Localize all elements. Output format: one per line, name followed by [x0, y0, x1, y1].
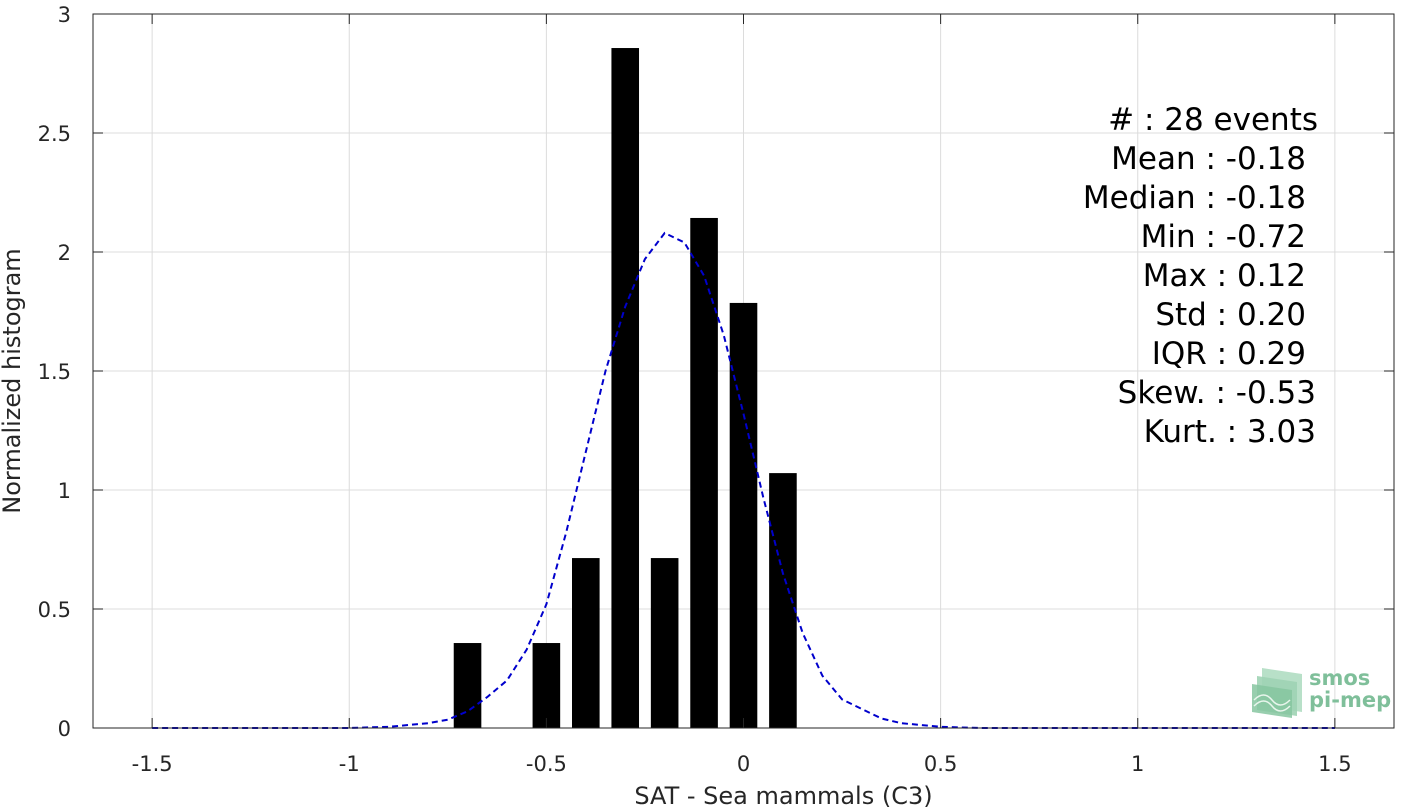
stat-kurt: Kurt. : 3.03: [1144, 414, 1316, 450]
bars-layer: [453, 48, 797, 729]
smos-pimep-logo: smos pi-mep: [1252, 666, 1391, 718]
y-tick-label: 3: [58, 3, 71, 27]
x-tick-label: -1: [339, 752, 360, 776]
histogram-bar: [611, 48, 640, 729]
histogram-bar: [453, 643, 482, 728]
stats-annotation: # : 28 events Mean : -0.18 Median : -0.1…: [1083, 102, 1318, 450]
y-tick-label: 1: [58, 479, 71, 503]
y-tick-label: 2: [58, 241, 71, 265]
stat-iqr: IQR : 0.29: [1152, 336, 1306, 372]
x-tick-label: -0.5: [526, 752, 567, 776]
ticks-layer: [93, 13, 1394, 729]
y-axis-label: Normalized histogram: [0, 248, 26, 513]
x-tick-label: -1.5: [132, 752, 173, 776]
x-axis-label: SAT - Sea mammals (C3): [634, 782, 932, 809]
y-tick-label: 2.5: [38, 122, 71, 146]
histogram-bar: [532, 643, 561, 728]
tick-labels-layer: -1.5 -1 -0.5 0 0.5 1 1.5 0 0.5 1 1.5 2 2.5 3: [38, 3, 1352, 776]
x-tick-label: 1: [1131, 752, 1144, 776]
histogram-bar: [729, 302, 758, 728]
stat-median: Median : -0.18: [1083, 180, 1306, 216]
y-tick-label: 0.5: [38, 598, 71, 622]
logo-text-pimep: pi-mep: [1309, 688, 1391, 712]
stat-skew: Skew. : -0.53: [1118, 375, 1316, 411]
logo-text-smos: smos: [1309, 666, 1370, 690]
stat-min: Min : -0.72: [1141, 219, 1306, 255]
fit-curve-layer: [152, 231, 1335, 729]
x-tick-label: 0: [737, 752, 750, 776]
fit-curve-line: [152, 231, 1335, 729]
histogram-bar: [690, 217, 718, 728]
x-tick-label: 1.5: [1318, 752, 1351, 776]
logo-graphic-icon: [1252, 668, 1302, 718]
stat-events: # : 28 events: [1108, 102, 1318, 138]
histogram-bar: [572, 558, 600, 728]
y-tick-label: 1.5: [38, 360, 71, 384]
histogram-bar: [650, 558, 679, 728]
x-tick-label: 0.5: [924, 752, 957, 776]
stat-mean: Mean : -0.18: [1111, 141, 1306, 177]
stat-max: Max : 0.12: [1143, 258, 1306, 294]
stat-std: Std : 0.20: [1155, 297, 1306, 333]
y-tick-label: 0: [58, 717, 71, 741]
